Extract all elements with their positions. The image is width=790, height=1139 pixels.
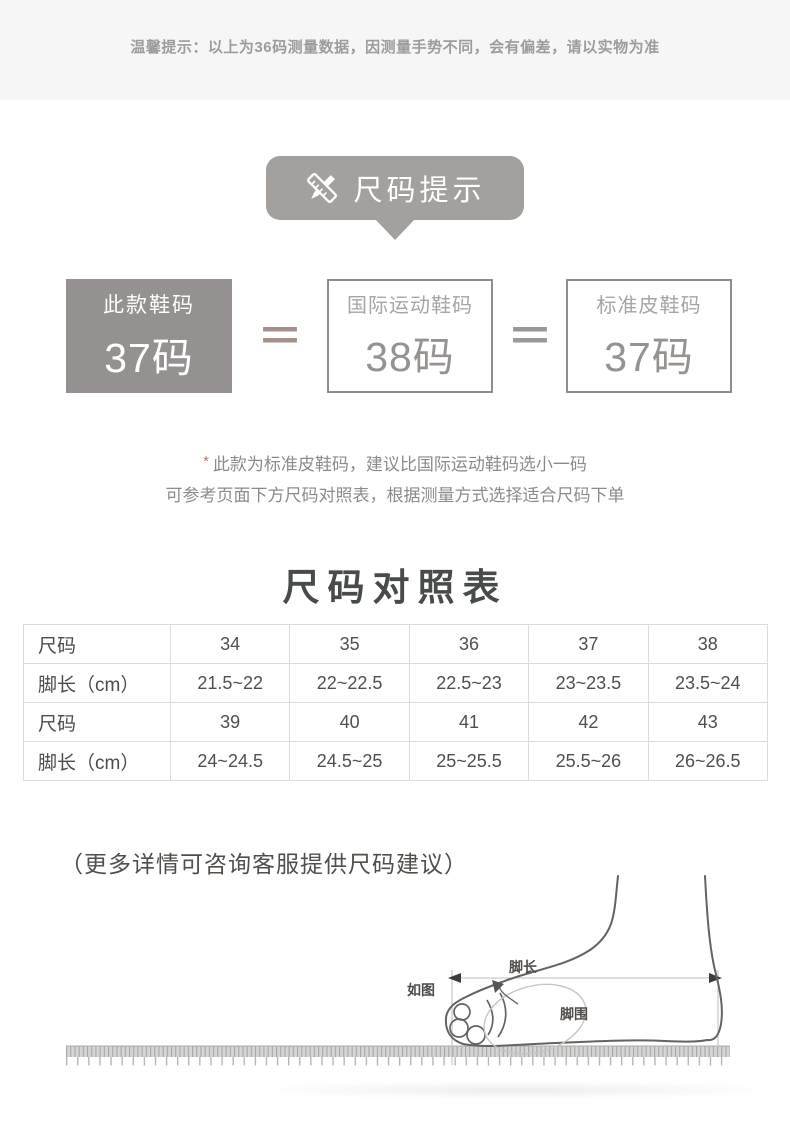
table-cell: 22.5~23 [409, 664, 530, 703]
row-header: 尺码 [24, 625, 171, 664]
notice-text: 温馨提示：以上为36码测量数据，因测量手势不同，会有偏差，请以实物为准 [130, 38, 660, 56]
foot-length-label: 脚长 [509, 959, 538, 975]
standard-leather-size-value: 37码 [604, 334, 694, 380]
this-style-size-box: 此款鞋码 37码 [66, 279, 232, 393]
standard-leather-size-box: 标准皮鞋码 37码 [566, 279, 732, 393]
international-size-label: 国际运动鞋码 [347, 295, 473, 317]
table-cell: 42 [529, 703, 649, 742]
size-tip-badge: 尺码提示 [266, 156, 524, 220]
foot-girth-label: 脚围 [560, 1006, 588, 1022]
foot-outline [444, 875, 723, 1047]
row-header: 脚长（cm） [24, 664, 171, 703]
table-cell: 26~26.5 [648, 742, 768, 781]
standard-leather-size-label: 标准皮鞋码 [596, 295, 702, 317]
table-cell: 37 [529, 625, 649, 664]
table-cell: 40 [290, 703, 410, 742]
as-shown-label: 如图 [407, 982, 435, 998]
arrow-right [709, 973, 722, 983]
girth-ellipse [483, 983, 587, 1055]
table-cell: 24~24.5 [171, 742, 291, 781]
girth-arrow-head [492, 980, 504, 993]
size-note: * 此款为标准皮鞋码，建议比国际运动鞋码选小一码 可参考页面下方尺码对照表，根据测… [0, 446, 790, 511]
arrow-left [448, 973, 461, 983]
badge-tail [375, 219, 415, 240]
foot-measure-diagram: 脚长 如图 脚围 [40, 874, 770, 1090]
asterisk: * [203, 453, 209, 470]
table-cell: 39 [171, 703, 291, 742]
ground-shadow [250, 1082, 782, 1098]
international-size-box: 国际运动鞋码 38码 [327, 279, 493, 393]
table-cell: 41 [409, 703, 530, 742]
international-size-value: 38码 [365, 334, 455, 380]
this-style-size-label: 此款鞋码 [103, 293, 195, 317]
row-header: 脚长（cm） [24, 742, 171, 781]
size-conversion-row: 此款鞋码 37码 = 国际运动鞋码 38码 = 标准皮鞋码 37码 [0, 279, 790, 393]
size-tip-label: 尺码提示 [353, 175, 486, 207]
notice-bar: 温馨提示：以上为36码测量数据，因测量手势不同，会有偏差，请以实物为准 [0, 0, 790, 100]
toe-details [449, 992, 507, 1045]
size-chart-title: 尺码对照表 [282, 567, 508, 608]
table-cell: 38 [648, 625, 768, 664]
equals-sign-2: = [507, 301, 553, 365]
table-cell: 23~23.5 [529, 664, 649, 703]
equals-sign-1: = [257, 301, 303, 365]
table-cell: 23.5~24 [648, 664, 768, 703]
this-style-size-value: 37码 [104, 334, 194, 381]
table-cell: 34 [171, 625, 291, 664]
table-cell: 24.5~25 [290, 742, 410, 781]
table-cell: 36 [409, 625, 530, 664]
ruler-pencil-icon [304, 170, 340, 206]
table-cell: 35 [290, 625, 410, 664]
size-note-line1: * 此款为标准皮鞋码，建议比国际运动鞋码选小一码 [203, 453, 587, 474]
footer-note: （更多详情可咨询客服提供尺码建议） [60, 851, 468, 877]
ruler-graphic [66, 1045, 730, 1066]
table-cell: 25.5~26 [529, 742, 649, 781]
table-cell: 21.5~22 [171, 664, 291, 703]
table-cell: 43 [648, 703, 768, 742]
row-header: 尺码 [24, 703, 171, 742]
size-note-line2: 可参考页面下方尺码对照表，根据测量方式选择适合尺码下单 [165, 486, 625, 505]
table-cell: 22~22.5 [290, 664, 410, 703]
size-table: 尺码 34 35 36 37 38 脚长（cm） 21.5~22 22~22.5… [23, 624, 768, 781]
table-cell: 25~25.5 [409, 742, 530, 781]
